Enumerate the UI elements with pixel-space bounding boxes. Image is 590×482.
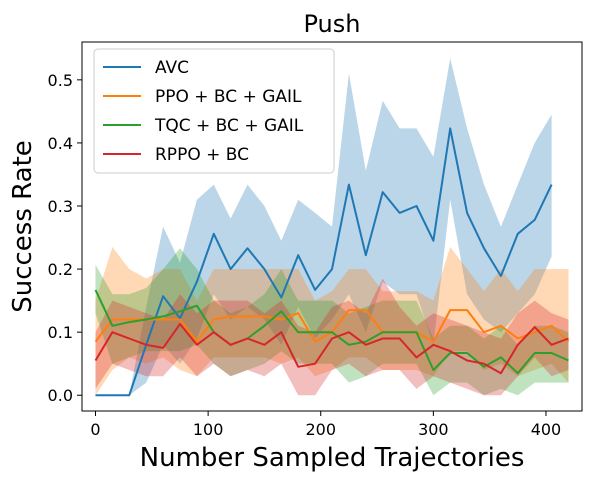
y-tick-label: 0.5: [48, 71, 73, 90]
y-axis-ticks: 0.0 0.1 0.2 0.3 0.4 0.5: [48, 71, 82, 405]
line-series-3: [94, 323, 569, 375]
y-tick-label: 0.2: [48, 260, 73, 279]
series-lines: [94, 127, 570, 397]
band-series-1: [95, 247, 569, 396]
x-axis-ticks: 0 100 200 300 400: [90, 411, 561, 439]
legend-label: AVC: [155, 58, 189, 78]
x-tick-label: 200: [305, 420, 336, 439]
band-series-2: [95, 248, 569, 396]
y-tick-label: 0.1: [48, 323, 73, 342]
x-axis-label: Number Sampled Trajectories: [140, 443, 525, 473]
x-tick-label: 300: [418, 420, 449, 439]
band-series-3: [95, 278, 569, 396]
y-tick-label: 0.4: [48, 134, 73, 153]
legend-label: TQC + BC + GAIL: [154, 116, 304, 136]
band-series-0: [95, 58, 552, 396]
legend-box: [93, 48, 335, 174]
y-tick-label: 0.3: [48, 197, 73, 216]
x-tick-label: 400: [531, 420, 562, 439]
line-series-0: [95, 127, 553, 397]
y-axis-label: Success Rate: [8, 140, 38, 313]
chart-title: Push: [304, 10, 361, 38]
y-tick-label: 0.0: [48, 386, 73, 405]
line-series-2: [94, 289, 569, 375]
legend-label: RPPO + BC: [155, 145, 249, 165]
legend-label: PPO + BC + GAIL: [155, 87, 302, 107]
legend: AVC PPO + BC + GAIL TQC + BC + GAIL RPPO + …: [93, 48, 335, 174]
x-tick-label: 0: [90, 420, 100, 439]
confidence-bands: [95, 58, 569, 396]
plot-frame: [81, 41, 583, 412]
x-tick-label: 100: [193, 420, 224, 439]
